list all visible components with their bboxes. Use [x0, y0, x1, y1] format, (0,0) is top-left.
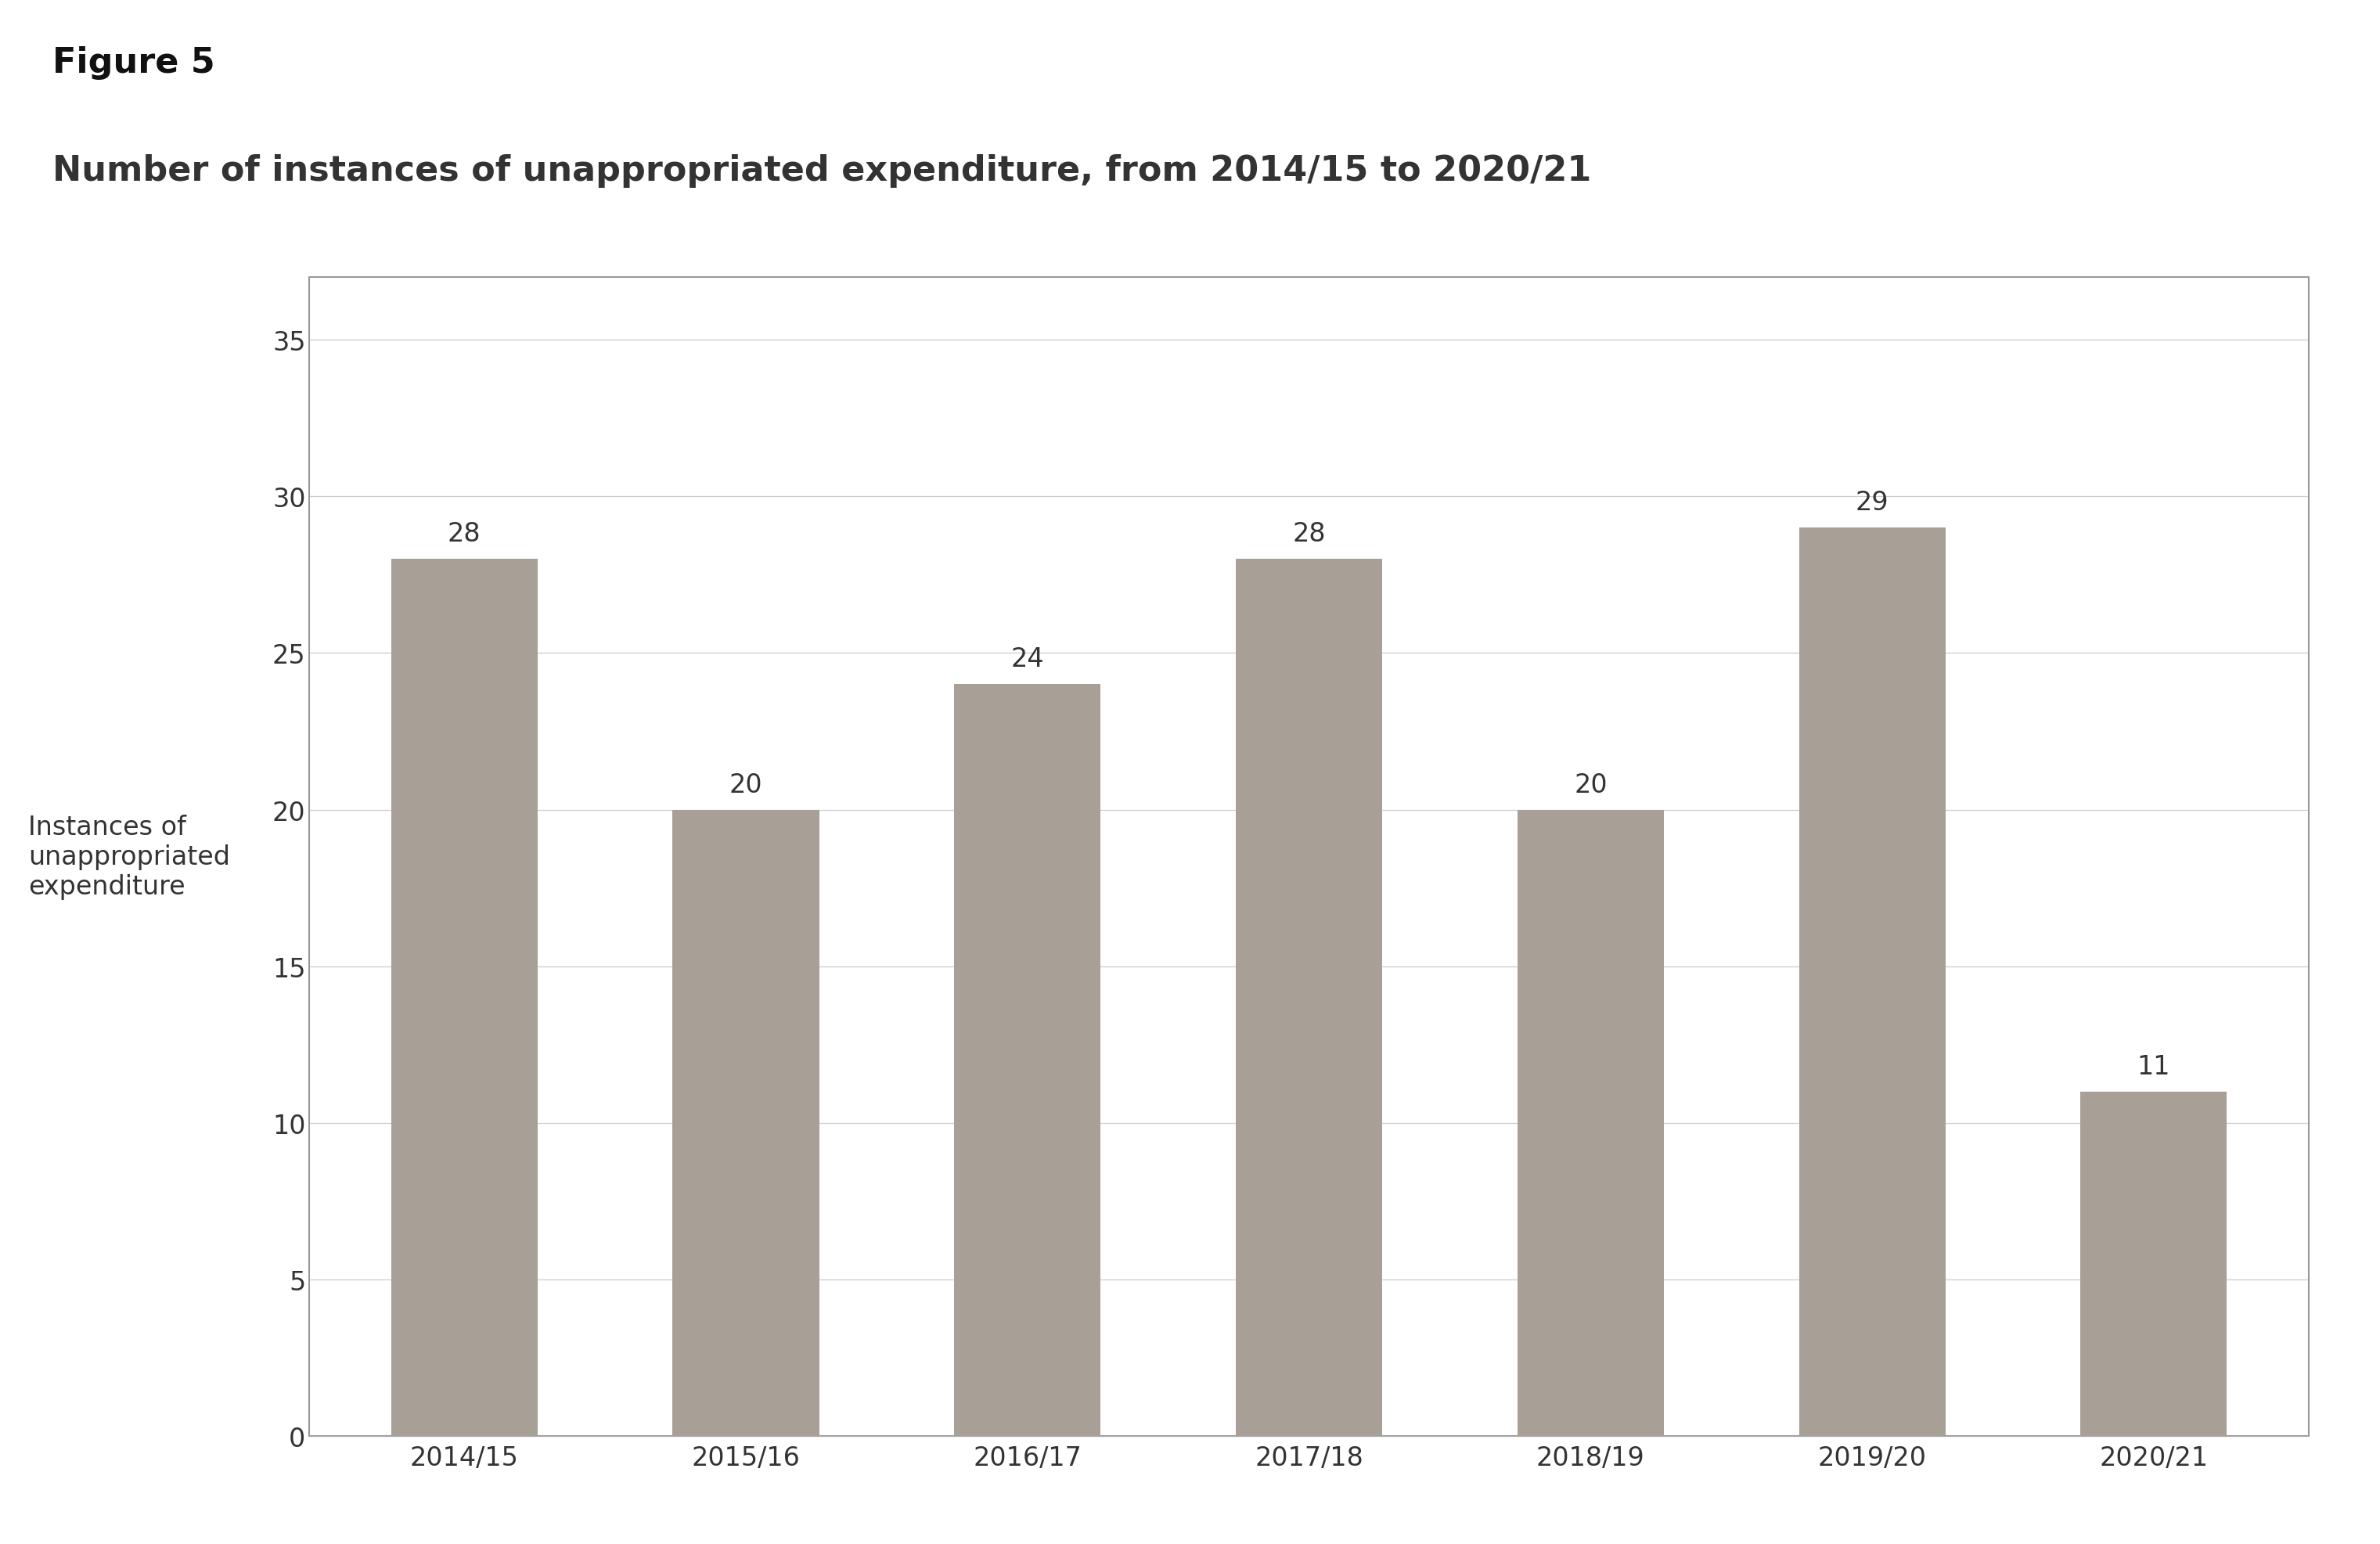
Text: 20: 20 [728, 772, 762, 797]
Bar [954, 686, 1100, 1436]
Text: Figure 5: Figure 5 [52, 46, 214, 80]
Text: 28: 28 [1292, 522, 1326, 547]
Bar [1235, 559, 1383, 1436]
Text: 24: 24 [1012, 647, 1045, 672]
Text: 29: 29 [1856, 489, 1890, 516]
Text: 28: 28 [447, 522, 481, 547]
Y-axis label: Instances of
unappropriated
expenditure: Instances of unappropriated expenditure [29, 814, 231, 900]
Bar [390, 559, 538, 1436]
Bar [2080, 1092, 2228, 1436]
Text: 11: 11 [2137, 1053, 2171, 1079]
Bar [674, 811, 819, 1436]
Bar [1518, 811, 1664, 1436]
Text: 20: 20 [1573, 772, 1607, 797]
Text: Number of instances of unappropriated expenditure, from 2014/15 to 2020/21: Number of instances of unappropriated ex… [52, 154, 1592, 188]
Bar [1799, 528, 1944, 1436]
